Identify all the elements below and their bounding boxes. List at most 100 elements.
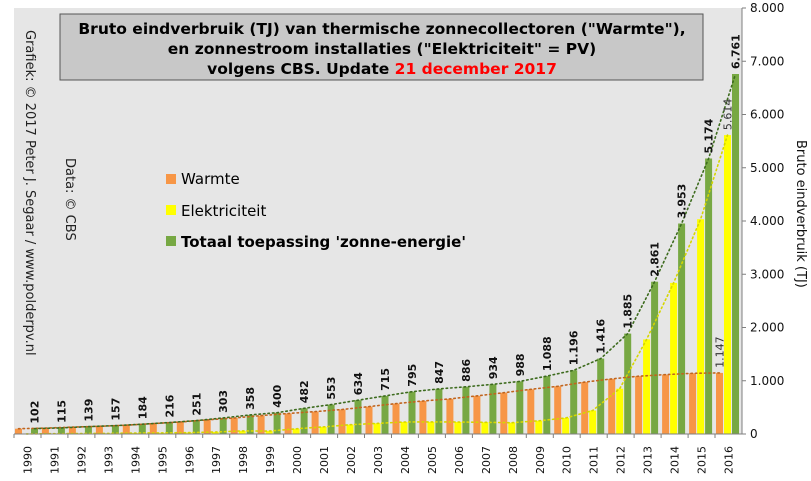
- bar-warmte-2008: [500, 392, 508, 434]
- bar-totaal-1998: [246, 414, 254, 434]
- bar-totaal-2004: [408, 391, 416, 434]
- data-label-totaal-2006: 886: [460, 358, 473, 381]
- data-label-totaal-1990: 102: [28, 401, 41, 424]
- bar-elektriciteit-2012: [616, 388, 624, 434]
- bar-warmte-2003: [365, 406, 373, 434]
- data-label-totaal-2001: 553: [325, 377, 338, 400]
- data-source-text: Data: © CBS: [62, 158, 77, 241]
- bar-warmte-2009: [527, 389, 535, 434]
- bar-elektriciteit-1997: [211, 432, 219, 434]
- data-label-totaal-2005: 847: [433, 361, 446, 384]
- bar-elektriciteit-2009: [535, 420, 543, 434]
- bar-totaal-1990: [31, 428, 38, 434]
- data-label-totaal-2008: 988: [514, 353, 527, 376]
- bar-warmte-1998: [230, 418, 238, 434]
- bar-warmte-1997: [203, 419, 211, 434]
- bar-elektriciteit-1998: [238, 430, 246, 434]
- bar-totaal-2002: [354, 400, 362, 434]
- x-tick-label-2006: 2006: [453, 446, 466, 474]
- y-tick-label-1: 1.000: [750, 374, 784, 388]
- bar-elektriciteit-2008: [508, 422, 516, 434]
- bar-warmte-2012: [608, 378, 616, 434]
- bar-warmte-2006: [446, 398, 454, 434]
- data-label-totaal-2000: 482: [298, 380, 311, 403]
- credit-text: Grafiek: © 2017 Peter J. Segaar / www.po…: [22, 30, 37, 356]
- bar-warmte-2014: [662, 374, 670, 434]
- bar-totaal-2000: [300, 408, 308, 434]
- bar-totaal-1991: [57, 427, 65, 434]
- bar-totaal-2008: [516, 381, 524, 434]
- data-label-totaal-2003: 715: [379, 368, 392, 391]
- y-tick-label-5: 5.000: [750, 161, 784, 175]
- bar-warmte-1992: [68, 427, 76, 434]
- bar-totaal-1994: [138, 424, 146, 434]
- data-label-totaal-1999: 400: [271, 384, 284, 407]
- bar-elektriciteit-2004: [400, 422, 408, 434]
- bar-totaal-2011: [597, 358, 605, 434]
- bar-elektriciteit-2000: [292, 428, 300, 434]
- bar-totaal-2013: [651, 281, 659, 434]
- x-tick-label-2007: 2007: [480, 446, 493, 474]
- bar-totaal-2005: [435, 388, 443, 434]
- bar-warmte-1990: [15, 428, 22, 434]
- data-label-totaal-2013: 2.861: [649, 242, 662, 277]
- bar-totaal-1999: [273, 412, 281, 434]
- data-label-warmte-2016: 1.147: [714, 336, 727, 368]
- bar-totaal-2007: [489, 384, 497, 434]
- bar-warmte-1993: [95, 426, 103, 434]
- title-update-date: 21 december 2017: [395, 60, 557, 78]
- trendline-totaal: [33, 73, 737, 430]
- data-label-totaal-1991: 115: [55, 400, 68, 423]
- trendline-elektriciteit: [25, 134, 729, 435]
- bar-totaal-2010: [570, 370, 578, 434]
- bar-totaal-1992: [84, 426, 92, 434]
- bar-totaal-2009: [543, 376, 551, 434]
- data-label-totaal-1996: 251: [190, 393, 203, 416]
- bar-elektriciteit-1999: [265, 431, 273, 434]
- trendlines-layer: [17, 73, 737, 435]
- bar-warmte-2015: [689, 373, 697, 434]
- bar-warmte-1991: [41, 428, 49, 434]
- y-axis: 0 1.000 2.000 3.000 4.000 5.000 6.000 7.000 8.00…: [741, 1, 808, 441]
- data-label-totaal-1994: 184: [136, 396, 149, 419]
- x-tick-label-2008: 2008: [507, 446, 520, 474]
- y-tick-label-0: 0: [750, 427, 758, 441]
- bar-totaal-2001: [327, 404, 335, 434]
- x-tick-label-2013: 2013: [642, 446, 655, 474]
- bar-warmte-2004: [392, 403, 400, 434]
- bar-totaal-1993: [111, 425, 119, 434]
- title-line-3-prefix: volgens CBS. Update: [207, 60, 395, 78]
- bar-totaal-2016: [732, 74, 739, 434]
- x-tick-label-2012: 2012: [615, 446, 628, 474]
- bar-elektriciteit-2010: [562, 418, 570, 434]
- x-tick-label-2000: 2000: [291, 446, 304, 474]
- legend-label-elektriciteit: Elektriciteit: [181, 202, 266, 220]
- bar-warmte-1996: [176, 422, 184, 434]
- legend: Warmte Elektriciteit Totaal toepassing '…: [166, 170, 466, 251]
- data-label-totaal-2004: 795: [406, 364, 419, 387]
- bar-totaal-2006: [462, 386, 470, 434]
- bar-warmte-2007: [473, 395, 481, 434]
- bar-warmte-2010: [554, 386, 562, 434]
- legend-swatch-warmte: [166, 174, 176, 184]
- data-label-elektriciteit-2016: 5.614: [722, 99, 735, 131]
- bar-warmte-2011: [581, 382, 589, 434]
- data-label-totaal-1998: 358: [244, 387, 257, 410]
- x-tick-label-2011: 2011: [588, 446, 601, 474]
- y-tick-label-2: 2.000: [750, 321, 784, 335]
- bar-warmte-1999: [257, 415, 265, 434]
- data-label-totaal-2009: 1.088: [541, 336, 554, 371]
- bar-totaal-1997: [219, 417, 227, 434]
- bar-totaal-2014: [678, 223, 686, 434]
- x-tick-label-2014: 2014: [669, 446, 682, 474]
- x-tick-label-1998: 1998: [237, 446, 250, 474]
- bar-warmte-2005: [419, 401, 427, 434]
- x-tick-label-1991: 1991: [48, 446, 61, 474]
- legend-swatch-totaal: [166, 236, 176, 246]
- data-label-totaal-1992: 139: [82, 399, 95, 422]
- bar-warmte-2001: [311, 411, 319, 434]
- bar-elektriciteit-2007: [481, 422, 489, 434]
- data-label-totaal-2014: 3.953: [676, 184, 689, 219]
- x-tick-label-2003: 2003: [372, 446, 385, 474]
- bar-totaal-2015: [705, 158, 713, 434]
